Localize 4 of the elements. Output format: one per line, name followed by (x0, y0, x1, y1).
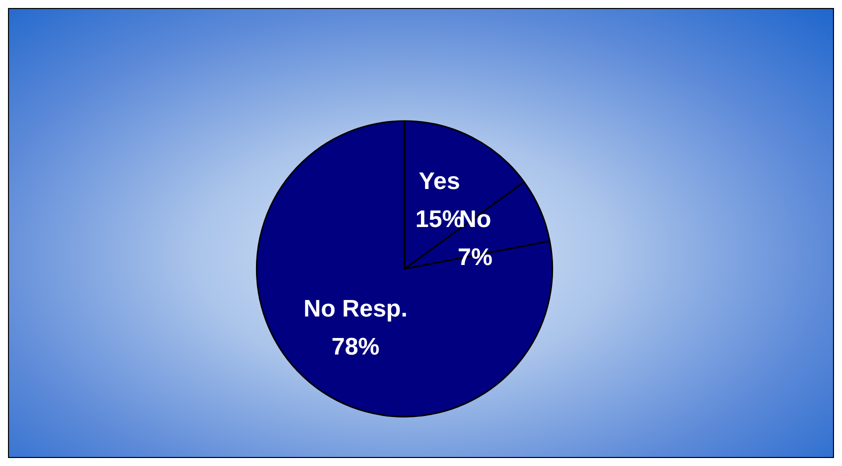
slice-label: Yes (418, 168, 460, 195)
data-label: 7% (458, 244, 492, 271)
data-label: 78% (331, 334, 380, 361)
slice-label: No Resp. (303, 296, 408, 323)
